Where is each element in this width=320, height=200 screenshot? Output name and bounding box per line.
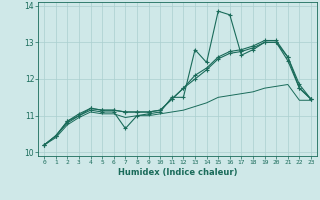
X-axis label: Humidex (Indice chaleur): Humidex (Indice chaleur) bbox=[118, 168, 237, 177]
